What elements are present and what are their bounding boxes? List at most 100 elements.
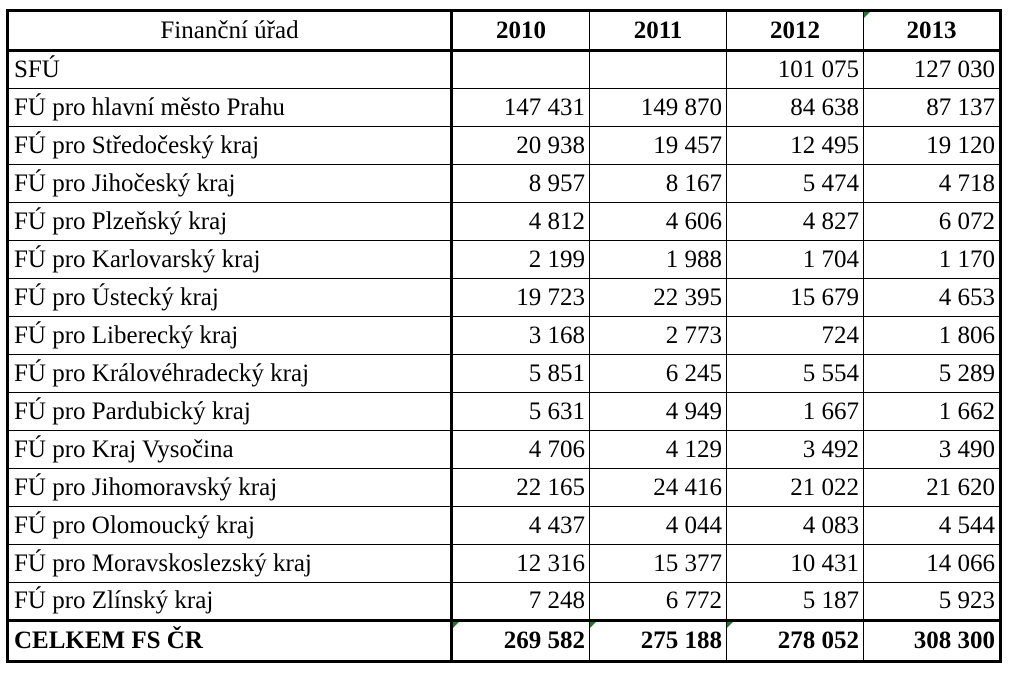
value-cell-2013[interactable]: 1 806 [863,316,1002,355]
office-name-cell[interactable]: FÚ pro Zlínský kraj [6,582,452,621]
office-name-cell[interactable]: FÚ pro Jihomoravský kraj [6,468,452,507]
value-cell-2012[interactable]: 5 187 [726,582,864,621]
value-cell-2011[interactable]: 4 606 [589,202,727,241]
value-cell-2012[interactable]: 15 679 [726,278,864,317]
value-cell-2010[interactable]: 4 812 [450,202,590,241]
value-cell-2010[interactable]: 12 316 [450,544,590,583]
value-cell-2012[interactable]: 724 [726,316,864,355]
value-cell-2012[interactable]: 5 554 [726,354,864,393]
value-cell-2011[interactable] [589,50,727,89]
value-cell-2010[interactable]: 20 938 [450,126,590,165]
table-body: SFÚ 101 075 127 030 FÚ pro hlavní město Pra… [6,50,1002,621]
value-cell-2011[interactable]: 149 870 [589,88,727,127]
value-cell-2011[interactable]: 4 044 [589,506,727,545]
value-cell-2012[interactable]: 1 704 [726,240,864,279]
office-name-cell[interactable]: SFÚ [6,50,452,89]
header-year-2012[interactable]: 2012 [726,9,864,52]
value-cell-2011[interactable]: 2 773 [589,316,727,355]
office-name-cell[interactable]: FÚ pro Plzeňský kraj [6,202,452,241]
office-name-cell[interactable]: FÚ pro Liberecký kraj [6,316,452,355]
value-cell-2011[interactable]: 19 457 [589,126,727,165]
table-row: FÚ pro Ústecký kraj 19 723 22 395 15 679 4 6… [6,278,1002,317]
value-cell-2010[interactable]: 22 165 [450,468,590,507]
value-cell-2013[interactable]: 4 718 [863,164,1002,203]
table-row: FÚ pro Plzeňský kraj 4 812 4 606 4 827 6 072 [6,202,1002,241]
table-row: FÚ pro Moravskoslezský kraj 12 316 15 377 1… [6,544,1002,583]
value-cell-2012[interactable]: 5 474 [726,164,864,203]
value-cell-2010[interactable]: 7 248 [450,582,590,621]
value-cell-2011[interactable]: 1 988 [589,240,727,279]
value-cell-2010[interactable]: 5 851 [450,354,590,393]
value-cell-2013[interactable]: 5 289 [863,354,1002,393]
total-label[interactable]: CELKEM FS ČR [6,619,452,663]
office-name-cell[interactable]: FÚ pro Ústecký kraj [6,278,452,317]
office-name-cell[interactable]: FÚ pro Pardubický kraj [6,392,452,431]
value-cell-2010[interactable]: 4 706 [450,430,590,469]
value-cell-2010[interactable]: 4 437 [450,506,590,545]
value-cell-2013[interactable]: 14 066 [863,544,1002,583]
value-cell-2011[interactable]: 24 416 [589,468,727,507]
value-cell-2010[interactable]: 19 723 [450,278,590,317]
total-cell-2012[interactable]: 278 052 [726,619,864,663]
value-cell-2012[interactable]: 21 022 [726,468,864,507]
value-cell-2013[interactable]: 127 030 [863,50,1002,89]
value-cell-2010[interactable]: 3 168 [450,316,590,355]
value-cell-2011[interactable]: 6 772 [589,582,727,621]
table-row: FÚ pro Olomoucký kraj 4 437 4 044 4 083 4 54… [6,506,1002,545]
value-cell-2013[interactable]: 4 544 [863,506,1002,545]
value-cell-2011[interactable]: 6 245 [589,354,727,393]
value-cell-2013[interactable]: 4 653 [863,278,1002,317]
value-cell-2011[interactable]: 22 395 [589,278,727,317]
value-cell-2011[interactable]: 15 377 [589,544,727,583]
value-cell-2012[interactable]: 3 492 [726,430,864,469]
value-cell-2012[interactable]: 84 638 [726,88,864,127]
value-cell-2012[interactable]: 101 075 [726,50,864,89]
table-row: SFÚ 101 075 127 030 [6,50,1002,89]
value-cell-2012[interactable]: 4 083 [726,506,864,545]
office-name-cell[interactable]: FÚ pro Královéhradecký kraj [6,354,452,393]
value-cell-2011[interactable]: 8 167 [589,164,727,203]
value-cell-2010[interactable]: 5 631 [450,392,590,431]
value-cell-2013[interactable]: 87 137 [863,88,1002,127]
value-cell-2013[interactable]: 5 923 [863,582,1002,621]
office-name-cell[interactable]: FÚ pro Karlovarský kraj [6,240,452,279]
value-cell-2011[interactable]: 4 949 [589,392,727,431]
value-cell-2013[interactable]: 6 072 [863,202,1002,241]
value-cell-2013[interactable]: 21 620 [863,468,1002,507]
value-cell-2010[interactable]: 2 199 [450,240,590,279]
table-row: FÚ pro hlavní město Prahu 147 431 149 870 8… [6,88,1002,127]
office-name-cell[interactable]: FÚ pro Olomoucký kraj [6,506,452,545]
value-cell-2013[interactable]: 1 662 [863,392,1002,431]
header-year-2013[interactable]: 2013 [863,9,1002,52]
value-cell-2012[interactable]: 10 431 [726,544,864,583]
value-cell-2012[interactable]: 1 667 [726,392,864,431]
table-footer: CELKEM FS ČR 269 582 275 188 278 052 308… [6,619,1002,663]
value-cell-2012[interactable]: 12 495 [726,126,864,165]
office-name-cell[interactable]: FÚ pro Jihočeský kraj [6,164,452,203]
header-year-2011[interactable]: 2011 [589,9,727,52]
value-cell-2010[interactable]: 147 431 [450,88,590,127]
table-row: FÚ pro Jihočeský kraj 8 957 8 167 5 474 4 71… [6,164,1002,203]
value-cell-2010[interactable] [450,50,590,89]
office-name-cell[interactable]: FÚ pro Středočeský kraj [6,126,452,165]
table-row: FÚ pro Středočeský kraj 20 938 19 457 12 49… [6,126,1002,165]
total-row: CELKEM FS ČR 269 582 275 188 278 052 308… [6,619,1002,663]
header-year-2010[interactable]: 2010 [450,9,590,52]
value-cell-2012[interactable]: 4 827 [726,202,864,241]
total-cell-2011[interactable]: 275 188 [589,619,727,663]
table-row: FÚ pro Jihomoravský kraj 22 165 24 416 21 0… [6,468,1002,507]
value-cell-2013[interactable]: 19 120 [863,126,1002,165]
table-row: FÚ pro Karlovarský kraj 2 199 1 988 1 704 1 … [6,240,1002,279]
value-cell-2011[interactable]: 4 129 [589,430,727,469]
header-office[interactable]: Finanční úřad [6,9,452,52]
office-name-cell[interactable]: FÚ pro Moravskoslezský kraj [6,544,452,583]
table-row: FÚ pro Liberecký kraj 3 168 2 773 724 1 806 [6,316,1002,355]
office-name-cell[interactable]: FÚ pro Kraj Vysočina [6,430,452,469]
table-row: FÚ pro Zlínský kraj 7 248 6 772 5 187 5 923 [6,582,1002,621]
total-cell-2010[interactable]: 269 582 [450,619,590,663]
total-cell-2013[interactable]: 308 300 [863,619,1002,663]
value-cell-2013[interactable]: 1 170 [863,240,1002,279]
office-name-cell[interactable]: FÚ pro hlavní město Prahu [6,88,452,127]
value-cell-2010[interactable]: 8 957 [450,164,590,203]
value-cell-2013[interactable]: 3 490 [863,430,1002,469]
